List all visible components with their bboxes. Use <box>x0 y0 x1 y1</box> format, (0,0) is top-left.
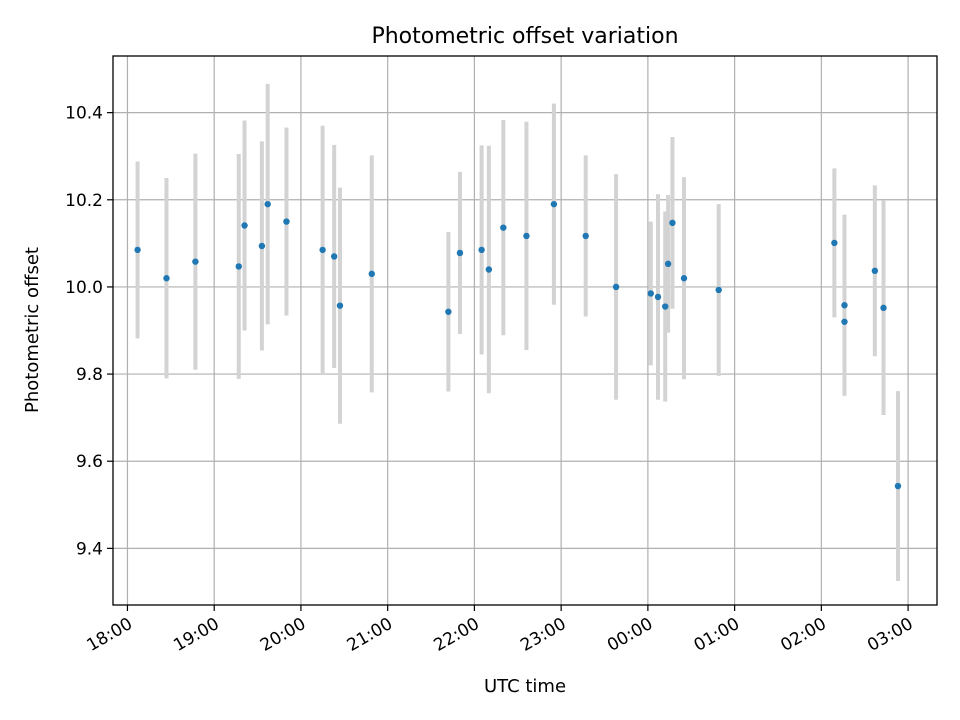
data-point <box>680 275 688 282</box>
data-point <box>478 246 485 254</box>
data-point <box>831 239 838 247</box>
data-point <box>841 302 848 309</box>
y-tick-label: 10.0 <box>65 278 103 298</box>
x-tick-label: 02:00 <box>777 614 829 656</box>
x-tick-label: 20:00 <box>257 614 309 656</box>
data-point <box>134 246 141 254</box>
data-point <box>485 266 493 273</box>
x-tick-label: 01:00 <box>691 614 743 656</box>
data-point <box>841 318 848 325</box>
y-tick-label: 9.6 <box>76 452 103 472</box>
data-point <box>612 283 620 291</box>
x-tick-label: 00:00 <box>604 614 656 656</box>
x-tick-label: 03:00 <box>864 614 916 656</box>
data-point <box>330 253 338 260</box>
x-axis-ticks: 18:00 19:00 20:00 21:00 22:00 23:00 00:00 01:00… <box>84 605 917 656</box>
data-point <box>664 260 672 268</box>
data-point <box>582 232 589 240</box>
y-tick-label: 10.4 <box>65 104 103 124</box>
data-point <box>241 222 248 229</box>
x-tick-label: 21:00 <box>344 614 396 656</box>
data-point <box>368 270 375 278</box>
data-point <box>283 218 290 225</box>
data-point <box>894 482 902 490</box>
data-point <box>654 293 662 301</box>
data-point <box>445 308 452 315</box>
chart-title: Photometric offset variation <box>371 24 678 49</box>
x-axis-label: UTC time <box>484 676 566 697</box>
data-point <box>258 242 266 250</box>
y-tick-label: 10.2 <box>65 191 103 211</box>
x-tick-label: 23:00 <box>517 614 569 656</box>
data-point <box>715 286 722 294</box>
data-point <box>163 275 170 282</box>
data-point <box>319 246 326 254</box>
data-point <box>669 219 676 227</box>
data-point <box>456 249 464 257</box>
data-point <box>192 258 199 265</box>
data-point <box>523 232 530 240</box>
data-point <box>500 224 507 231</box>
data-point <box>662 303 669 310</box>
x-tick-label: 18:00 <box>84 614 136 656</box>
data-point <box>336 302 344 309</box>
y-tick-label: 9.8 <box>76 365 103 385</box>
data-point <box>880 304 887 312</box>
data-point <box>871 267 879 275</box>
data-points <box>134 200 902 490</box>
data-point <box>264 200 271 208</box>
data-point <box>235 263 242 270</box>
y-axis-ticks: 9.4 9.6 9.8 10.0 10.2 10.4 <box>65 104 113 559</box>
data-point <box>550 200 558 208</box>
y-axis-label: Photometric offset <box>22 247 43 413</box>
plot-frame <box>112 55 938 606</box>
error-bars <box>135 83 900 582</box>
x-tick-label: 19:00 <box>170 614 222 656</box>
data-point <box>647 290 654 297</box>
y-tick-label: 9.4 <box>76 539 103 559</box>
x-tick-label: 22:00 <box>430 614 482 656</box>
